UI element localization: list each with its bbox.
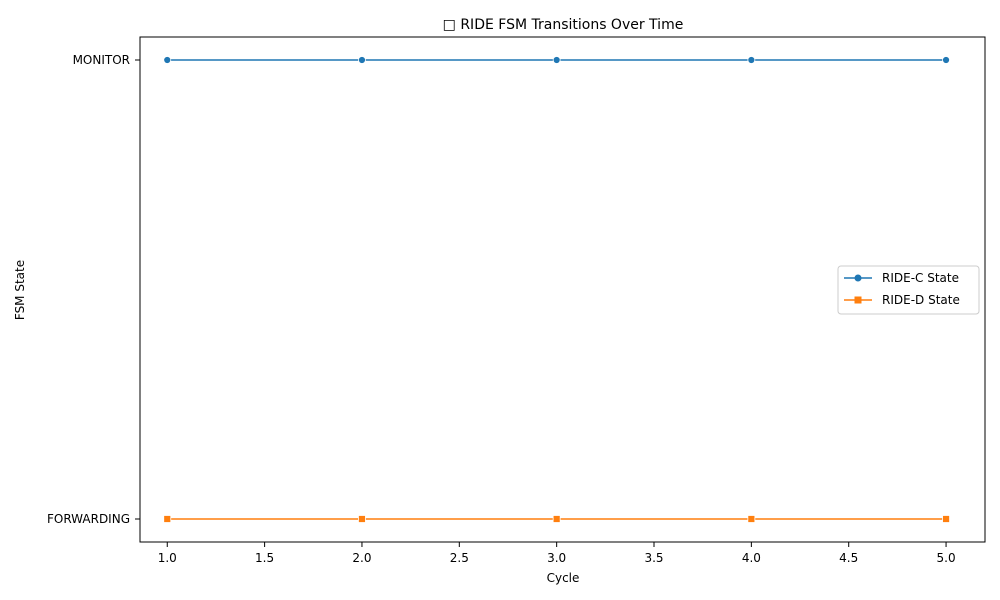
data-point <box>747 515 756 523</box>
data-point <box>163 515 172 523</box>
x-tick-label: 2.0 <box>352 551 371 565</box>
data-point <box>552 56 561 64</box>
x-axis-label: Cycle <box>547 571 580 585</box>
x-tick-label: 4.0 <box>742 551 761 565</box>
x-tick-label: 5.0 <box>937 551 956 565</box>
x-tick-label: 3.0 <box>547 551 566 565</box>
data-point <box>163 56 172 64</box>
x-tick-label: 3.5 <box>644 551 663 565</box>
y-tick-label: FORWARDING <box>47 512 130 526</box>
legend: RIDE-C State RIDE-D State <box>837 265 980 315</box>
data-point <box>358 515 366 523</box>
y-tick-label: MONITOR <box>73 53 130 67</box>
legend-marker <box>854 274 862 282</box>
y-axis-label: FSM State <box>13 260 27 320</box>
x-tick-label: 1.5 <box>255 551 274 565</box>
x-tick-label: 2.5 <box>450 551 469 565</box>
x-tick-label: 1.0 <box>158 551 177 565</box>
data-point <box>942 56 950 64</box>
legend-label: RIDE-D State <box>882 293 960 307</box>
chart-title: □ RIDE FSM Transitions Over Time <box>443 17 684 33</box>
x-tick-label: 4.5 <box>839 551 858 565</box>
legend-marker <box>854 296 862 304</box>
data-point <box>552 515 561 523</box>
plot-frame <box>139 36 986 543</box>
data-point <box>358 56 366 64</box>
legend-box <box>837 265 980 315</box>
x-axis: 1.0 1.5 2.0 2.5 3.0 3.5 4.0 4.5 5.0 <box>158 542 956 565</box>
plot-area <box>163 56 950 523</box>
legend-label: RIDE-C State <box>882 271 959 285</box>
data-point <box>747 56 756 64</box>
data-point <box>942 515 950 523</box>
y-axis: FORWARDING MONITOR <box>47 53 140 526</box>
